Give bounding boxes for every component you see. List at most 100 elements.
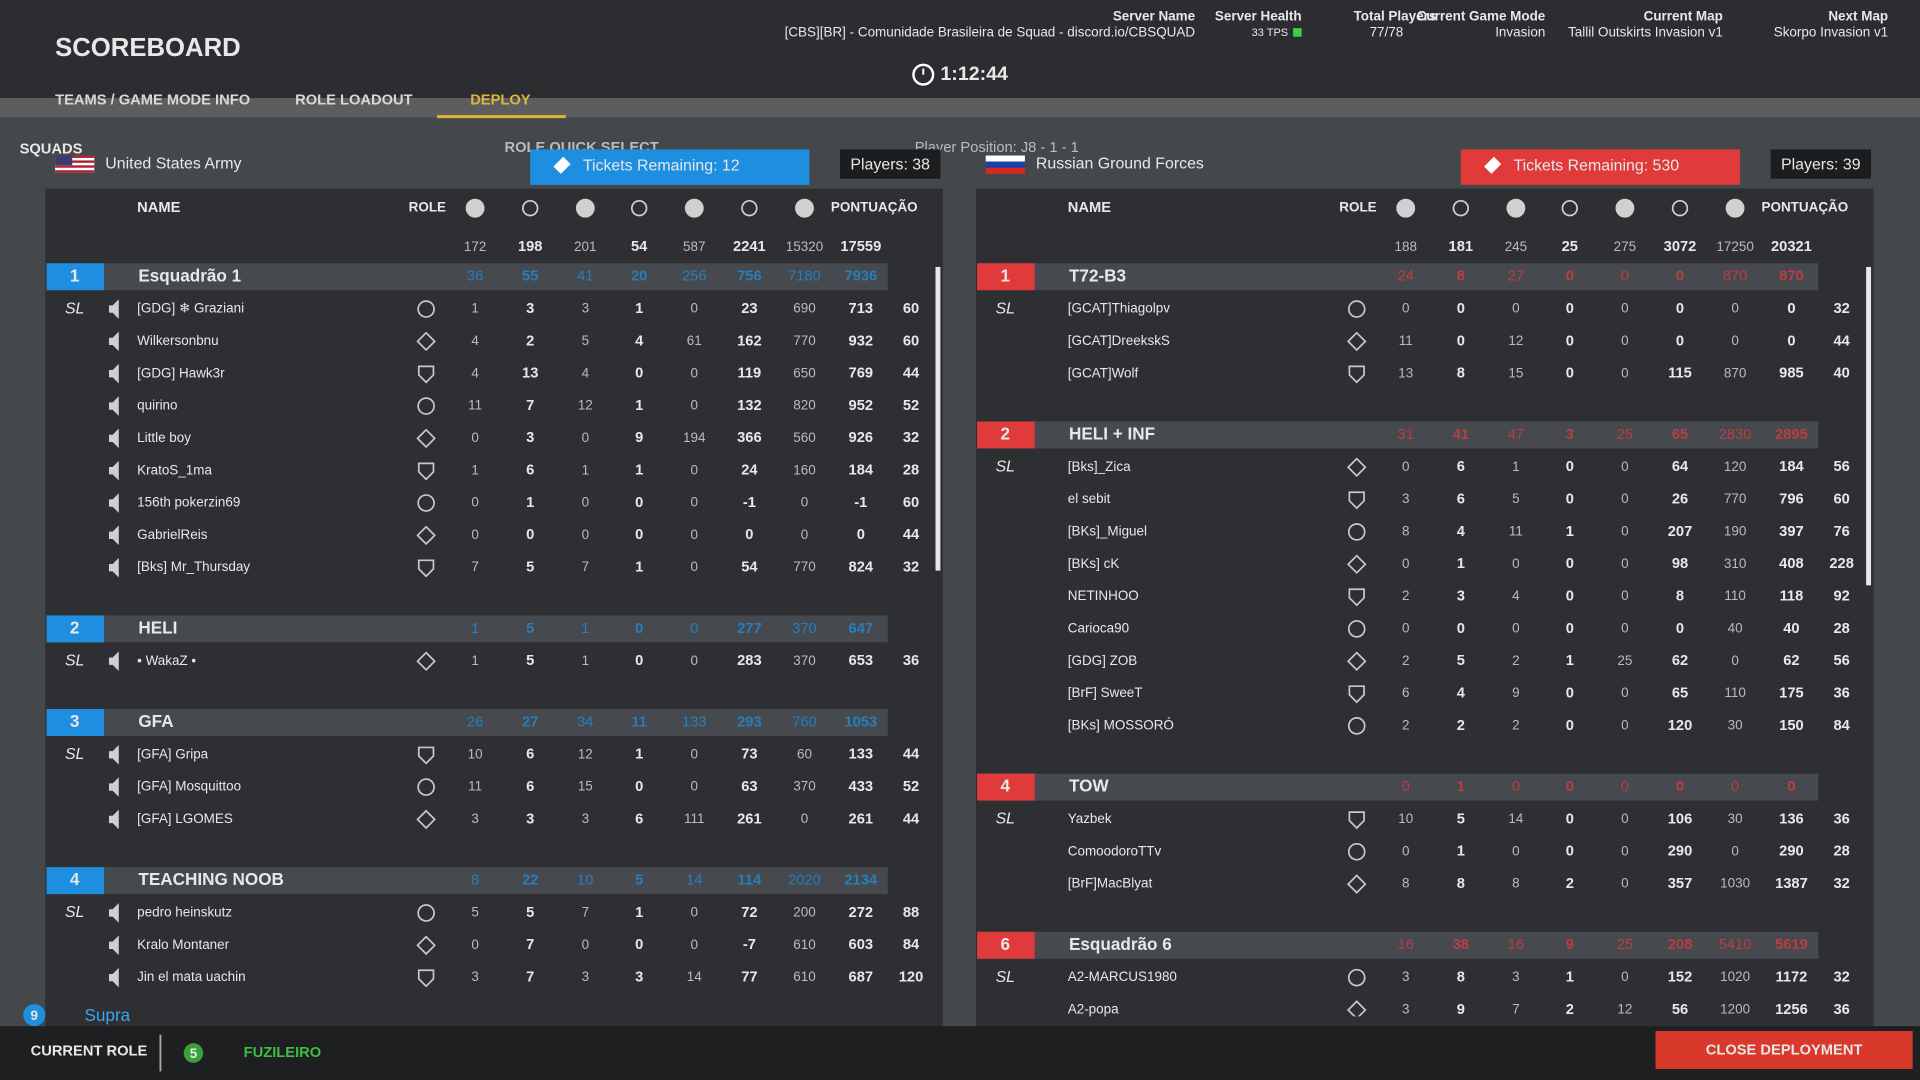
- column-icon: [1561, 199, 1578, 217]
- player-stat: 310: [1724, 556, 1746, 571]
- player-name: ComoodoroTTv: [1068, 843, 1162, 858]
- role-icon: [416, 428, 436, 449]
- squad-stat: 1: [1457, 779, 1465, 795]
- tab[interactable]: TEAMS / GAME MODE INFO: [55, 92, 250, 108]
- sl-label: SL: [65, 746, 84, 763]
- timer: 1:12:44: [912, 63, 1008, 86]
- player-stat: 15: [1508, 365, 1523, 380]
- player-stat: 110: [1724, 685, 1745, 700]
- player-name: KratoS_1ma: [137, 462, 212, 477]
- player-stat: 32: [1833, 876, 1849, 892]
- active-tab-underline: [437, 115, 566, 119]
- player-row: el sebit 3 6 5 0 0 26 770 796 60: [1068, 491, 1850, 510]
- role-icon: [1346, 651, 1367, 672]
- tickets: Tickets Remaining: 12: [583, 158, 740, 175]
- player-stat: 0: [691, 779, 698, 794]
- player-stat: 0: [1621, 588, 1628, 603]
- player-stat: -7: [743, 937, 756, 953]
- player-stat: 0: [471, 527, 478, 542]
- player-stat: 3: [471, 811, 478, 826]
- squad-stat: 8: [471, 873, 479, 889]
- squad-stat: 1053: [844, 714, 877, 730]
- player-stat: 36: [1833, 685, 1849, 701]
- sl-label: SL: [65, 652, 84, 669]
- player-stat: 0: [1402, 301, 1409, 316]
- player-name: [GFA] LGOMES: [137, 811, 233, 826]
- player-stat: 1: [635, 398, 643, 414]
- player-stat: 76: [1833, 524, 1849, 540]
- speaker-icon: [108, 363, 119, 384]
- squad-stat: 0: [690, 621, 698, 637]
- player-name: Little boy: [137, 430, 191, 445]
- column-icon: [1506, 198, 1526, 218]
- player-name: Carioca90: [1068, 620, 1129, 635]
- player-stat: 106: [1668, 811, 1693, 827]
- player-stat: 0: [635, 527, 643, 543]
- player-row: [GFA] Mosquittoo 11 6 15 0 0 63 370 433 52: [108, 777, 919, 797]
- close-button[interactable]: [1655, 1031, 1913, 1069]
- player-stat: 60: [903, 495, 919, 511]
- player-stat: 0: [1512, 301, 1519, 316]
- team-name: Russian Ground Forces: [1036, 155, 1204, 172]
- col-score: PONTUAÇÃO: [1762, 200, 1849, 215]
- player-stat: 1: [1457, 844, 1465, 860]
- player-stat: 0: [635, 366, 643, 382]
- speaker-icon: [108, 396, 119, 416]
- player-name: • WakaZ •: [137, 653, 196, 668]
- close-button-label[interactable]: CLOSE DEPLOYMENT: [1706, 1042, 1863, 1058]
- player-stat: 1387: [1775, 876, 1808, 892]
- player-stat: 8: [1457, 970, 1465, 986]
- player-name: [GFA] Gripa: [137, 746, 209, 761]
- player-stat: 2: [526, 333, 534, 349]
- player-stat: 0: [471, 937, 478, 952]
- footer-bar: [0, 1026, 1920, 1080]
- player-stat: 44: [903, 366, 920, 382]
- tab[interactable]: DEPLOY: [470, 92, 531, 108]
- squad-stat: 0: [1512, 779, 1520, 795]
- player-stat: 120: [1668, 718, 1693, 734]
- player-stat: 4: [1457, 685, 1466, 701]
- speaker-icon: [108, 460, 119, 481]
- player-stat: 5: [1457, 653, 1465, 669]
- player-stat: 0: [745, 527, 753, 543]
- player-stat: 77: [741, 970, 757, 986]
- player-stat: 88: [903, 905, 919, 921]
- player-stat: 9: [1457, 1002, 1465, 1018]
- player-stat: 2: [1512, 653, 1519, 668]
- flag-stripe: [55, 155, 95, 158]
- player-stat: 261: [737, 811, 762, 827]
- player-row: [GCAT]Wolf 13 8 15 0 0 115 870 985 40: [1068, 365, 1850, 384]
- player-name: [GDG] ZOB: [1068, 653, 1138, 668]
- player-stat: 0: [582, 495, 589, 510]
- squad-name: TEACHING NOOB: [138, 869, 284, 889]
- role-icon: [1346, 1000, 1367, 1017]
- player-stat: 408: [1779, 556, 1804, 572]
- player-stat: 0: [691, 301, 698, 316]
- squad-stat: 133: [682, 714, 707, 730]
- player-stat: 0: [635, 653, 643, 669]
- squad-stat: 14: [686, 873, 702, 889]
- squad-name: GFA: [138, 711, 173, 731]
- tab[interactable]: ROLE LOADOUT: [295, 92, 413, 108]
- player-stat: 610: [793, 937, 815, 952]
- total-value: 15320: [786, 239, 823, 254]
- player-row: SL [GDG] ❄ Graziani 1 3 3 1 0 23 690 713 60: [65, 299, 919, 319]
- player-stat: 0: [1621, 556, 1628, 571]
- squad-stat: 5: [526, 621, 534, 637]
- player-stat: 3: [635, 970, 643, 986]
- column-icon: [795, 198, 814, 218]
- player-stat: 0: [691, 398, 698, 413]
- squad-stat: 24: [1398, 269, 1414, 285]
- squad-number-box: [46, 615, 105, 643]
- timer-text: 1:12:44: [940, 63, 1008, 85]
- squads-label: SQUADS: [20, 141, 83, 157]
- player-name: [Bks]_Zica: [1068, 459, 1131, 474]
- role-icon: [417, 778, 435, 796]
- speaker-icon: [108, 967, 119, 988]
- player-name: [GDG] ❄ Graziani: [137, 301, 244, 316]
- flag-band: [985, 167, 1025, 174]
- player-stat: 290: [1668, 844, 1693, 860]
- total-value: 245: [1505, 239, 1527, 254]
- speaker-icon: [108, 903, 119, 923]
- player-stat: 11: [468, 398, 482, 413]
